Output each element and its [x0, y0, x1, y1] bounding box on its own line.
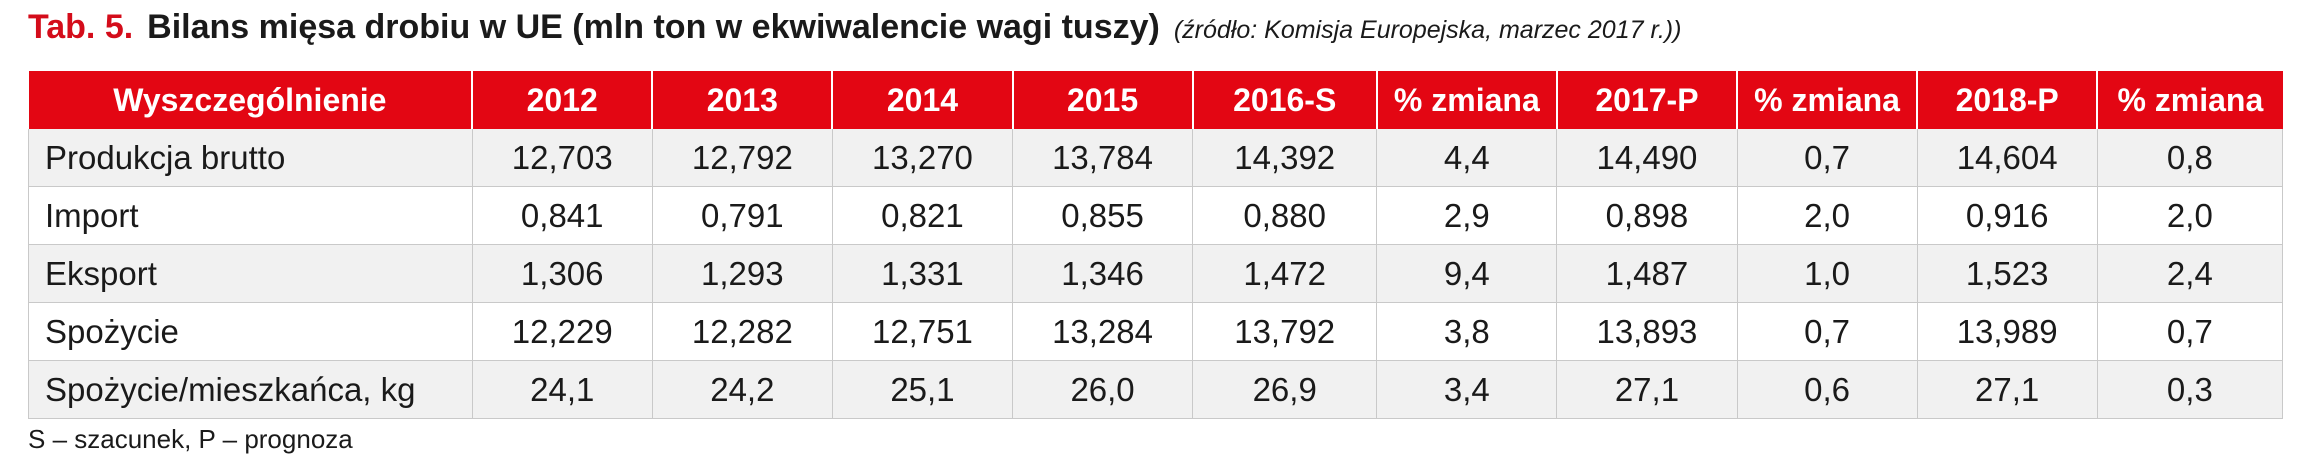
table-cell: 0,7 [1737, 129, 1918, 187]
column-header: 2015 [1012, 71, 1194, 129]
table-cell: 14,392 [1192, 129, 1378, 187]
table-source: (źródło: Komisja Europejska, marzec 2017… [1173, 16, 1682, 44]
table-cell: 2,0 [1737, 186, 1918, 245]
table-cell: 9,4 [1376, 244, 1558, 303]
table-cell: 0,791 [652, 186, 833, 245]
table-cell: 13,270 [832, 129, 1014, 187]
table-cell: 0,880 [1192, 186, 1378, 245]
table-cell: 24,2 [652, 360, 833, 419]
table-cell: 3,4 [1376, 360, 1558, 419]
table-cell: 0,6 [1737, 360, 1918, 419]
header-row: Wyszczególnienie 2012 2013 2014 2015 201… [28, 71, 2283, 129]
table-cell: 14,490 [1556, 129, 1738, 187]
table-cell: 0,7 [1737, 302, 1918, 361]
table-cell: 0,7 [2097, 302, 2284, 361]
row-label: Produkcja brutto [28, 129, 473, 187]
table-title: Bilans mięsa drobiu w UE (mln ton w ekwi… [147, 8, 1160, 46]
column-header: % zmiana [1376, 71, 1558, 129]
row-label: Spożycie/mieszkańca, kg [28, 360, 473, 419]
table-cell: 13,893 [1556, 302, 1738, 361]
table-cell: 2,9 [1376, 186, 1558, 245]
table-cell: 13,989 [1917, 302, 2098, 361]
table-cell: 12,282 [652, 302, 833, 361]
table-footnote: S – szacunek, P – prognoza [28, 424, 353, 454]
column-header: 2014 [832, 71, 1014, 129]
table-row: Spożycie 12,229 12,282 12,751 13,284 13,… [28, 302, 2284, 361]
table-cell: 24,1 [472, 360, 653, 419]
column-header: 2016-S [1192, 71, 1378, 129]
table-cell: 1,306 [472, 244, 653, 303]
table-caption: Tab. 5. Bilans mięsa drobiu w UE (mln to… [28, 8, 1681, 64]
table-row: Import 0,841 0,791 0,821 0,855 0,880 2,9… [28, 186, 2284, 245]
column-header: % zmiana [1737, 71, 1919, 129]
table-row: Eksport 1,306 1,293 1,331 1,346 1,472 9,… [28, 244, 2284, 303]
table-cell: 1,346 [1012, 244, 1194, 303]
table-cell: 13,784 [1012, 129, 1194, 187]
column-header: 2017-P [1556, 71, 1739, 129]
column-header: 2018-P [1917, 71, 2099, 129]
table-cell: 12,792 [652, 129, 833, 187]
table-cell: 0,8 [2097, 129, 2284, 187]
table-cell: 26,9 [1192, 360, 1378, 419]
table-cell: 1,523 [1917, 244, 2098, 303]
table-cell: 4,4 [1376, 129, 1558, 187]
table-cell: 3,8 [1376, 302, 1558, 361]
table-cell: 12,751 [832, 302, 1014, 361]
table-cell: 13,284 [1012, 302, 1194, 361]
table-cell: 0,841 [472, 186, 653, 245]
table-cell: 1,0 [1737, 244, 1918, 303]
table-number: Tab. 5. [28, 8, 134, 46]
table-cell: 0,3 [2097, 360, 2284, 419]
table-cell: 13,792 [1192, 302, 1378, 361]
column-header: 2013 [652, 71, 834, 129]
data-table: Wyszczególnienie 2012 2013 2014 2015 201… [28, 71, 2284, 419]
table-row: Spożycie/mieszkańca, kg 24,1 24,2 25,1 2… [28, 360, 2284, 419]
table-cell: 2,4 [2097, 244, 2284, 303]
table-cell: 12,703 [472, 129, 653, 187]
column-header: % zmiana [2097, 71, 2283, 129]
table-cell: 1,487 [1556, 244, 1738, 303]
table-row: Produkcja brutto 12,703 12,792 13,270 13… [28, 129, 2284, 187]
table-cell: 0,855 [1012, 186, 1194, 245]
table-cell: 1,472 [1192, 244, 1378, 303]
table-cell: 26,0 [1012, 360, 1194, 419]
table-cell: 0,821 [832, 186, 1014, 245]
column-header: 2012 [472, 71, 654, 129]
row-label: Import [28, 186, 473, 245]
table-cell: 27,1 [1917, 360, 2098, 419]
column-header: Wyszczególnienie [28, 71, 474, 129]
table-cell: 0,898 [1556, 186, 1738, 245]
table-cell: 14,604 [1917, 129, 2098, 187]
table-cell: 0,916 [1917, 186, 2098, 245]
table-cell: 12,229 [472, 302, 653, 361]
table-cell: 1,293 [652, 244, 833, 303]
table-cell: 2,0 [2097, 186, 2284, 245]
row-label: Eksport [28, 244, 473, 303]
table-cell: 27,1 [1556, 360, 1738, 419]
table-cell: 1,331 [832, 244, 1014, 303]
row-label: Spożycie [28, 302, 473, 361]
table-cell: 25,1 [832, 360, 1014, 419]
